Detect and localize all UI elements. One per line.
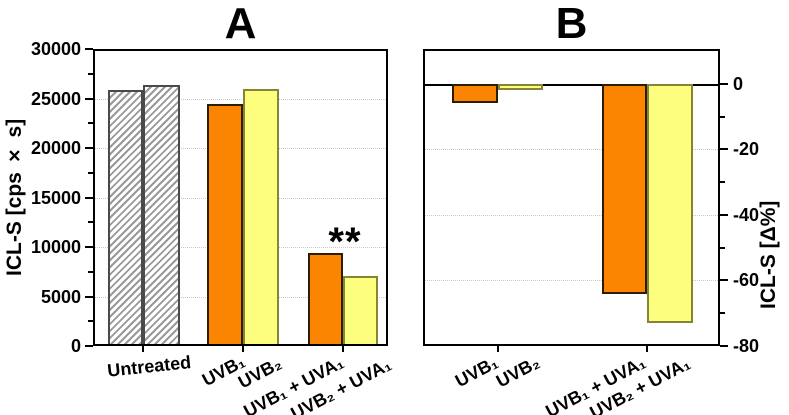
x-tick bbox=[646, 346, 648, 352]
y-tick-label-15000: 15000 bbox=[30, 187, 81, 208]
y-major-tick-0 bbox=[85, 345, 93, 347]
x-tick-label-untreated: Untreated bbox=[106, 352, 192, 381]
bar-uvb2-uva1 bbox=[343, 275, 378, 346]
y-tick-label-0: 0 bbox=[70, 336, 81, 356]
y-minor-tick bbox=[88, 72, 93, 75]
gridline--40 bbox=[425, 214, 718, 216]
y-tick-label--80: -80 bbox=[733, 336, 760, 356]
bar-uvb2-uva1 bbox=[647, 83, 693, 324]
bar-untreated-2 bbox=[143, 84, 180, 346]
y-tick-label-5000: 5000 bbox=[40, 286, 81, 307]
y-tick-label-20000: 20000 bbox=[30, 138, 81, 158]
y-minor-tick bbox=[88, 171, 93, 174]
y-minor-tick bbox=[88, 320, 93, 323]
y-tick-label-30000: 30000 bbox=[30, 39, 81, 59]
panel-b-plot-area: 0 -20 -40 -60 -80 UVB₁ UVB₂ UVB₁ + UVA₁ UVB₂ + U… bbox=[423, 49, 759, 415]
y-tick-label-25000: 25000 bbox=[30, 88, 81, 109]
y-tick-label-0: 0 bbox=[733, 73, 744, 94]
y-major-tick--60 bbox=[720, 279, 728, 282]
panel-a-title: A bbox=[224, 0, 257, 48]
y-minor-tick bbox=[88, 122, 93, 125]
x-tick bbox=[142, 346, 144, 352]
y-minor-tick bbox=[88, 270, 93, 273]
panel-b-title: B bbox=[555, 0, 588, 48]
gridline-25000 bbox=[95, 98, 386, 100]
y-minor-tick bbox=[720, 181, 725, 184]
significance-marker: ** bbox=[328, 220, 362, 264]
y-tick-label--60: -60 bbox=[733, 270, 760, 291]
y-major-tick-30000 bbox=[85, 48, 93, 50]
x-tick bbox=[497, 346, 499, 352]
x-tick-label-uvb2: UVB₂ bbox=[492, 352, 543, 392]
bar-uvb2 bbox=[243, 88, 279, 346]
y-major-tick-5000 bbox=[85, 295, 93, 298]
y-major-tick--40 bbox=[720, 213, 728, 216]
y-tick-label-10000: 10000 bbox=[30, 237, 81, 257]
y-major-tick-20000 bbox=[85, 147, 93, 149]
gridline--60 bbox=[425, 280, 718, 282]
bar-uvb1-uva1 bbox=[602, 83, 647, 294]
y-major-tick--20 bbox=[720, 148, 728, 151]
y-minor-tick bbox=[720, 115, 725, 118]
bar-untreated-1 bbox=[108, 89, 143, 346]
y-major-tick-0 bbox=[720, 82, 728, 85]
y-minor-tick bbox=[88, 221, 93, 224]
zero-line bbox=[423, 83, 720, 86]
x-tick bbox=[242, 346, 244, 352]
y-tick-label--40: -40 bbox=[733, 204, 760, 225]
y-major-tick-10000 bbox=[85, 246, 93, 248]
panel-b-y-axis-label: ICL-S [Δ%] bbox=[757, 200, 780, 310]
panel-a-plot-area: 0 5000 10000 15000 20000 25000 30000 Untreated U… bbox=[31, 40, 395, 415]
y-major-tick-15000 bbox=[85, 196, 93, 199]
y-minor-tick bbox=[720, 246, 725, 249]
y-major-tick-25000 bbox=[85, 97, 93, 100]
bar-uvb1-uva1 bbox=[308, 252, 343, 346]
bar-uvb1 bbox=[452, 83, 498, 104]
y-major-tick--80 bbox=[720, 345, 728, 347]
bar-uvb1 bbox=[207, 104, 243, 346]
bar-uvb2 bbox=[498, 83, 543, 91]
y-minor-tick bbox=[720, 312, 725, 315]
y-tick-label--20: -20 bbox=[733, 139, 760, 160]
gridline--20 bbox=[425, 149, 718, 151]
x-tick bbox=[342, 346, 344, 352]
